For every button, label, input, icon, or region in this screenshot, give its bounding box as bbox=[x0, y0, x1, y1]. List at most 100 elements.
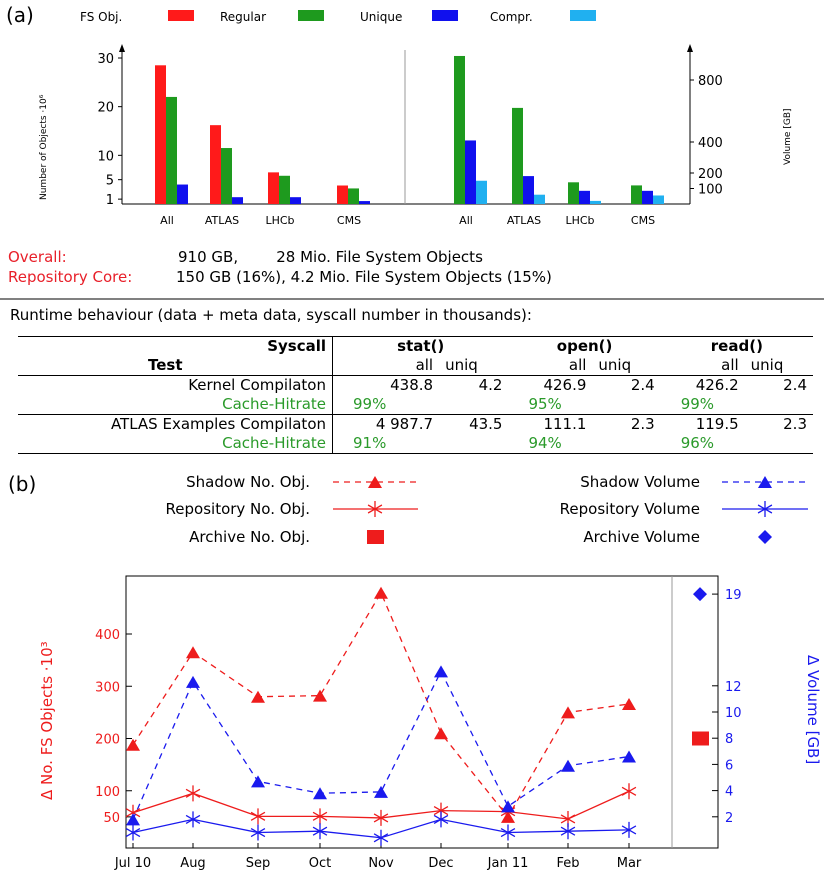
bar-unique bbox=[221, 148, 232, 204]
bar-unique bbox=[631, 185, 642, 204]
left-axis-arrow bbox=[119, 44, 125, 52]
bar-extra bbox=[590, 200, 601, 204]
legend-repo-no-obj: Repository No. Obj. bbox=[166, 500, 310, 518]
bar-ytick-label-left: 30 bbox=[97, 52, 114, 67]
line-ylabel-right: Δ Volume [GB] bbox=[804, 655, 822, 764]
bar-compr bbox=[359, 201, 370, 204]
bar-regular bbox=[155, 65, 166, 204]
legend-marker-repo-no-obj bbox=[367, 501, 383, 517]
bar-extra bbox=[653, 195, 664, 204]
archive-no-obj-marker bbox=[692, 731, 709, 746]
line-xtick-label: Oct bbox=[309, 856, 331, 871]
point-repository-no-obj bbox=[185, 785, 201, 802]
row-name: Kernel Compilaton bbox=[18, 375, 333, 395]
bar-compr bbox=[523, 176, 534, 204]
bar-category-label: All bbox=[160, 214, 174, 227]
point-repository-no-obj bbox=[312, 808, 328, 825]
legend-star-red bbox=[367, 501, 383, 517]
line-xtick-label: Nov bbox=[368, 856, 394, 871]
cell-open-all: 426.9 bbox=[543, 376, 587, 394]
archive-volume-marker bbox=[693, 587, 707, 602]
bar-category-label: ATLAS bbox=[205, 214, 239, 227]
line-ytick-label-left: 400 bbox=[95, 628, 120, 643]
syscall-header: Syscall bbox=[18, 336, 333, 356]
core-label: Repository Core: bbox=[8, 268, 133, 286]
point-shadow-no-obj bbox=[251, 690, 265, 703]
sub-read-uniq: uniq bbox=[750, 356, 784, 374]
point-repository-volume bbox=[250, 824, 266, 841]
bar-ytick-label-left: 20 bbox=[97, 101, 114, 116]
bar-compr bbox=[290, 197, 301, 204]
point-repository-no-obj bbox=[621, 783, 637, 800]
point-shadow-no-obj bbox=[561, 706, 575, 719]
point-shadow-volume bbox=[313, 787, 327, 800]
table-row: Cache-Hitrate 99% 95% 99% bbox=[18, 395, 813, 415]
line-xtick-label: Jan 11 bbox=[487, 856, 529, 871]
cell-stat-all: 4 987.7 bbox=[375, 415, 434, 433]
bar-ylabel-right: Volume [GB] bbox=[783, 108, 793, 165]
line-ytick-label-right: 8 bbox=[725, 732, 733, 747]
overall-text: 910 GB, 28 Mio. File System Objects bbox=[178, 248, 483, 266]
legend-marker-repo-volume bbox=[757, 501, 773, 517]
legend-swatch-extra bbox=[570, 10, 596, 21]
table-row: ATLAS Examples Compilaton 4 987.7 43.5 1… bbox=[18, 414, 813, 434]
bar-ytick-label-left: 5 bbox=[106, 174, 114, 189]
cell-stat-uniq: 4.2 bbox=[478, 376, 503, 394]
right-axis-arrow bbox=[687, 44, 693, 52]
bar-ytick-label-right: 800 bbox=[698, 74, 723, 89]
line-ytick-label-right: 6 bbox=[725, 758, 733, 773]
table-row: Cache-Hitrate 91% 94% 96% bbox=[18, 434, 813, 454]
bar-extra bbox=[476, 180, 487, 204]
hitrate-label: Cache-Hitrate bbox=[18, 395, 333, 415]
point-repository-volume bbox=[125, 824, 141, 841]
legend-swatch-compr bbox=[432, 10, 458, 21]
legend-swatch-regular bbox=[168, 10, 194, 21]
bar-compr bbox=[579, 190, 590, 204]
legend-entry-compr: Compr. bbox=[490, 10, 533, 24]
hitrate-read: 96% bbox=[680, 434, 715, 452]
syscall-table: Syscall stat() open() read() Test all un… bbox=[18, 336, 813, 454]
point-shadow-no-obj bbox=[374, 586, 388, 599]
legend-archive-volume: Archive Volume bbox=[583, 528, 700, 546]
bar-category-label: LHCb bbox=[565, 214, 594, 227]
bar-unique bbox=[348, 188, 359, 204]
cell-open-uniq: 2.3 bbox=[630, 415, 655, 433]
bar-ytick-label-right: 400 bbox=[698, 136, 723, 151]
group-open: open() bbox=[556, 337, 613, 355]
point-shadow-no-obj bbox=[186, 646, 200, 659]
bar-ylabel-left: Number of Objects ·10⁶ bbox=[39, 94, 49, 200]
point-shadow-volume bbox=[434, 665, 448, 678]
bar-unique bbox=[512, 107, 523, 204]
legend-swatch-unique bbox=[298, 10, 324, 21]
bar-compr bbox=[642, 190, 653, 204]
line-ytick-label-right: 12 bbox=[725, 680, 742, 695]
legend-entry-unique: Unique bbox=[360, 10, 402, 24]
legend-repo-volume: Repository Volume bbox=[560, 500, 700, 518]
point-shadow-no-obj bbox=[622, 698, 636, 711]
point-repository-volume bbox=[433, 811, 449, 828]
point-shadow-volume bbox=[374, 785, 388, 798]
runtime-title: Runtime behaviour (data + meta data, sys… bbox=[10, 306, 532, 324]
point-repository-volume bbox=[621, 821, 637, 838]
legend-marker-shadow-no-obj bbox=[368, 476, 382, 488]
series-shadow-no-obj bbox=[132, 591, 630, 819]
point-shadow-no-obj bbox=[313, 689, 327, 702]
point-repository-volume bbox=[500, 824, 516, 841]
legend-marker-archive-no-obj bbox=[367, 530, 384, 544]
bar-unique bbox=[166, 96, 177, 204]
line-xtick-label: Dec bbox=[428, 856, 453, 871]
sub-read-all: all bbox=[721, 356, 739, 374]
bar-ytick-label-right: 100 bbox=[698, 183, 723, 198]
legend-shadow-volume: Shadow Volume bbox=[580, 473, 700, 491]
line-ytick-label-right: 10 bbox=[725, 706, 742, 721]
cell-read-uniq: 2.3 bbox=[783, 415, 807, 433]
bar-ytick-label-left: 10 bbox=[97, 149, 114, 164]
legend-a: FS Obj. Regular Unique Compr. bbox=[80, 10, 596, 24]
bar-unique bbox=[568, 182, 579, 204]
line-chart: Δ No. FS Objects ·10³ Δ Volume [GB] 50 10… bbox=[38, 575, 822, 871]
legend-archive-no-obj: Archive No. Obj. bbox=[189, 528, 310, 546]
group-read: read() bbox=[710, 337, 763, 355]
bar-ytick-label-right: 200 bbox=[698, 167, 723, 182]
cell-open-uniq: 2.4 bbox=[630, 376, 655, 394]
bar-category-label: ATLAS bbox=[507, 214, 541, 227]
